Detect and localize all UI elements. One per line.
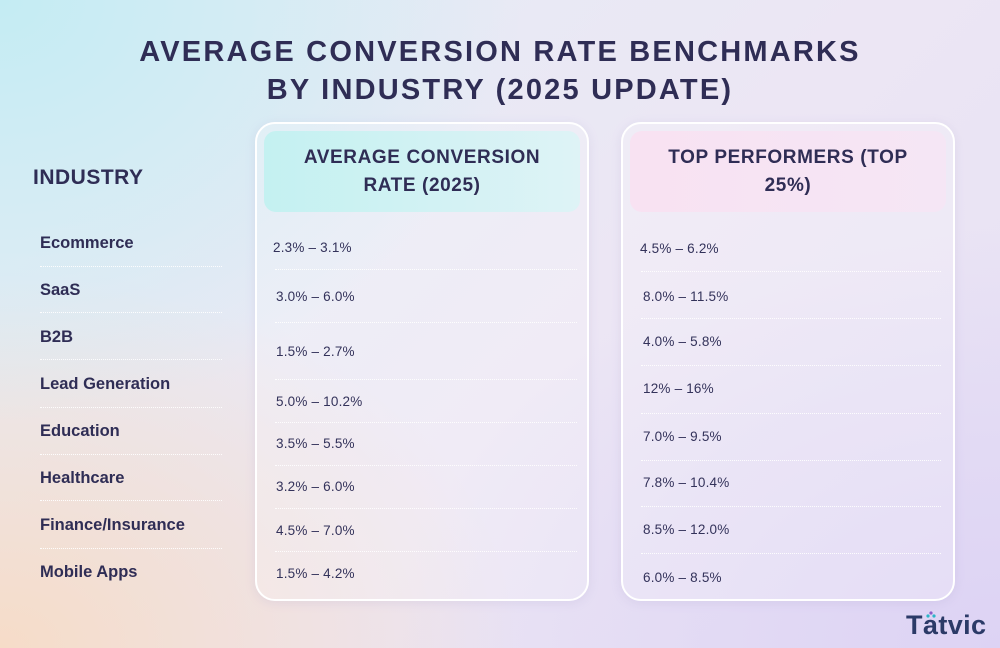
- logo-text-end: tvic: [938, 609, 987, 640]
- average-rate-value: 1.5% – 2.7%: [276, 344, 355, 359]
- average-row-separator: [275, 422, 577, 423]
- average-rate-value: 3.5% – 5.5%: [276, 436, 355, 451]
- industry-label: Ecommerce: [40, 234, 134, 252]
- industry-row-separator: [40, 407, 222, 408]
- average-rate-value: 1.5% – 4.2%: [276, 566, 355, 581]
- industry-label: Education: [40, 422, 120, 440]
- average-rate-value: 2.3% – 3.1%: [273, 240, 352, 255]
- average-row-separator: [275, 379, 577, 380]
- average-rate-header: AVERAGE CONVERSION RATE (2025): [264, 131, 580, 212]
- average-row-separator: [275, 322, 577, 323]
- top-performers-value: 8.5% – 12.0%: [643, 522, 730, 537]
- top-performers-value: 7.8% – 10.4%: [643, 475, 730, 490]
- average-row-separator: [275, 465, 577, 466]
- chart-title-line-2: BY INDUSTRY (2025 UPDATE): [266, 74, 734, 106]
- industry-row-separator: [40, 312, 222, 313]
- chart-title-line-1: AVERAGE CONVERSION RATE BENCHMARKS: [139, 36, 861, 68]
- top-performers-row-separator: [641, 318, 941, 319]
- average-rate-value: 5.0% – 10.2%: [276, 394, 363, 409]
- industry-row-separator: [40, 454, 222, 455]
- industry-label: Mobile Apps: [40, 563, 138, 581]
- average-rate-header-label: AVERAGE CONVERSION RATE (2025): [303, 146, 541, 196]
- industry-column-header: INDUSTRY: [33, 166, 144, 189]
- top-performers-row-separator: [641, 365, 941, 366]
- top-performers-value: 8.0% – 11.5%: [643, 289, 729, 304]
- logo-dots-icon: [926, 610, 936, 618]
- top-performers-header-label: TOP PERFORMERS (TOP 25%): [668, 146, 908, 196]
- chart-title: AVERAGE CONVERSION RATE BENCHMARKS BY IN…: [0, 33, 1000, 109]
- average-rate-value: 4.5% – 7.0%: [276, 523, 355, 538]
- tatvic-logo: T a tvic: [906, 609, 986, 641]
- top-performers-value: 4.0% – 5.8%: [643, 334, 722, 349]
- logo-text-start: T: [906, 609, 923, 640]
- top-performers-row-separator: [641, 413, 941, 414]
- average-row-separator: [275, 508, 577, 509]
- industry-row-separator: [40, 548, 222, 549]
- industry-label: Lead Generation: [40, 375, 171, 393]
- top-performers-panel: TOP PERFORMERS (TOP 25%) 4.5% – 6.2% 8.0%…: [621, 122, 955, 601]
- logo-letter-a: a: [923, 610, 938, 641]
- top-performers-header: TOP PERFORMERS (TOP 25%): [630, 131, 946, 212]
- industry-row-separator: [40, 359, 222, 360]
- average-row-separator: [275, 551, 577, 552]
- industry-row-separator: [40, 500, 222, 501]
- top-performers-row-separator: [641, 553, 941, 554]
- top-performers-row-separator: [641, 460, 941, 461]
- top-performers-value: 4.5% – 6.2%: [640, 241, 719, 256]
- top-performers-row-separator: [641, 506, 941, 507]
- average-rate-panel: AVERAGE CONVERSION RATE (2025) 2.3% – 3.…: [255, 122, 589, 601]
- industry-label: SaaS: [40, 281, 81, 299]
- top-performers-value: 6.0% – 8.5%: [643, 570, 722, 585]
- top-performers-value: 7.0% – 9.5%: [643, 429, 722, 444]
- top-performers-value: 12% – 16%: [643, 381, 714, 396]
- industry-label: B2B: [40, 328, 74, 346]
- top-performers-row-separator: [641, 271, 941, 272]
- average-row-separator: [275, 269, 577, 270]
- average-rate-value: 3.0% – 6.0%: [276, 289, 355, 304]
- industry-label: Healthcare: [40, 469, 125, 487]
- industry-label: Finance/Insurance: [40, 516, 185, 534]
- average-rate-value: 3.2% – 6.0%: [276, 479, 355, 494]
- industry-row-separator: [40, 266, 222, 267]
